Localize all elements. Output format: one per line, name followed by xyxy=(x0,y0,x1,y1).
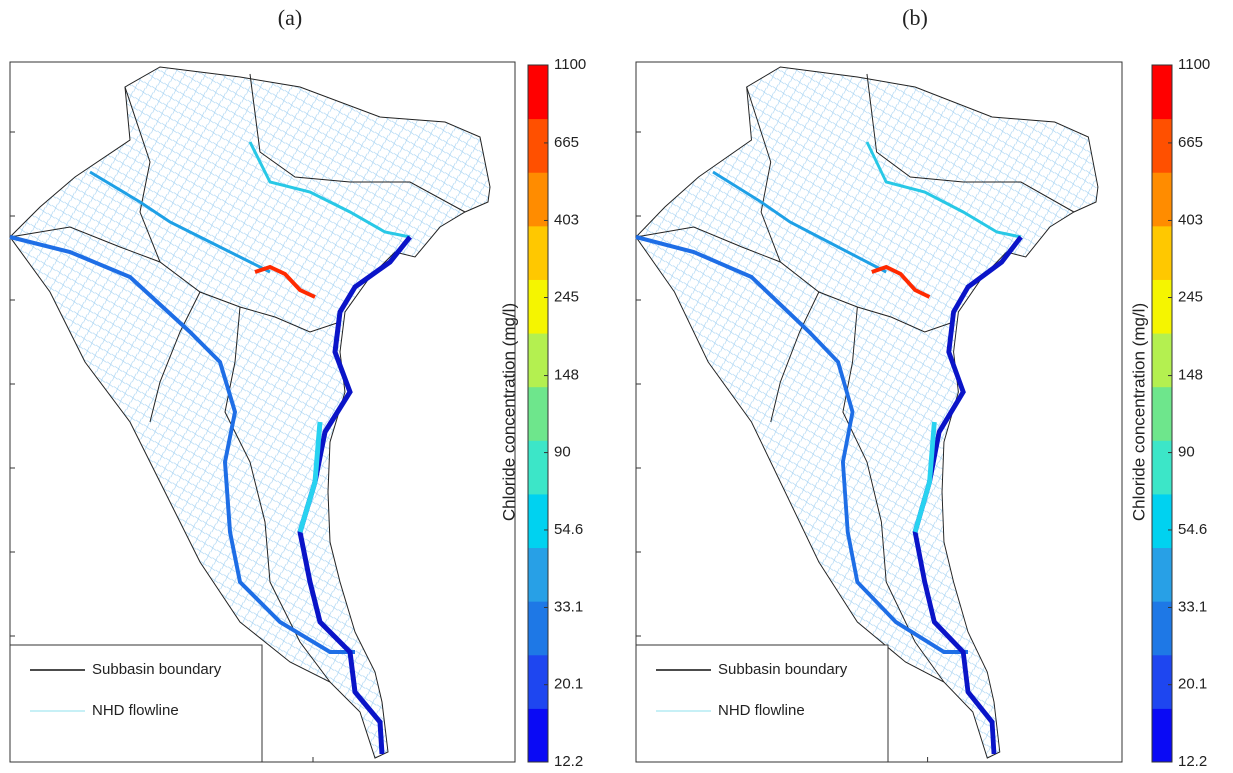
colorbar-band xyxy=(1152,225,1172,280)
colorbar-tick-label: 90 xyxy=(1178,444,1195,461)
colorbar-tick-label: 1100 xyxy=(1178,56,1210,73)
colorbar-tick-label: 20.1 xyxy=(1178,676,1207,693)
colorbar-frame xyxy=(527,64,549,763)
colorbar-band xyxy=(528,118,548,173)
colorbar-band xyxy=(1152,654,1172,709)
colorbar-band xyxy=(528,386,548,441)
colorbar-tick-label: 245 xyxy=(1178,288,1203,305)
legend-box xyxy=(9,644,263,763)
colorbar-frame xyxy=(1151,64,1173,763)
colorbar-tick-label: 33.1 xyxy=(1178,598,1207,615)
colorbar-band xyxy=(1152,708,1172,763)
colorbar-band xyxy=(528,493,548,549)
colorbar-band xyxy=(1152,118,1172,173)
colorbar-label: Chloride concentration (mg/l) xyxy=(499,303,518,521)
colorbar-band xyxy=(528,172,548,227)
colorbar-band xyxy=(528,547,548,602)
colorbar-band xyxy=(528,279,548,334)
colorbar-band xyxy=(1152,279,1172,334)
colorbar-band xyxy=(1152,386,1172,441)
colorbar-band xyxy=(528,708,548,763)
colorbar-band xyxy=(528,65,548,120)
panel-label: (a) xyxy=(278,5,302,30)
colorbar-band xyxy=(528,333,548,388)
colorbar-band xyxy=(1152,333,1172,388)
colorbar-tick-label: 1100 xyxy=(554,56,586,73)
colorbar-tick-label: 665 xyxy=(1178,134,1203,151)
colorbar-band xyxy=(1152,172,1172,227)
colorbar-tick-label: 403 xyxy=(1178,211,1203,228)
colorbar-tick-label: 33.1 xyxy=(554,598,583,615)
colorbar-band xyxy=(1152,547,1172,602)
colorbar-tick-label: 245 xyxy=(554,288,579,305)
colorbar-band xyxy=(1152,493,1172,549)
legend-label: Subbasin boundary xyxy=(92,661,222,678)
panel-label: (b) xyxy=(902,5,928,30)
colorbar-tick-label: 12.2 xyxy=(554,753,583,770)
panels: (a) Subbasin boundary NHD flowline 12.2 20.1… xyxy=(10,5,1210,770)
legend-label: Subbasin boundary xyxy=(718,661,848,678)
colorbar-band xyxy=(1152,65,1172,120)
panel: (b) Subbasin boundary NHD flowline 12.2 20.1… xyxy=(636,5,1210,770)
colorbar-tick-label: 12.2 xyxy=(1178,753,1207,770)
colorbar-tick-label: 665 xyxy=(554,134,579,151)
colorbar-band xyxy=(1152,440,1172,495)
colorbar-tick-label: 403 xyxy=(554,211,579,228)
colorbar-tick-label: 90 xyxy=(554,444,571,461)
legend-box xyxy=(635,644,889,763)
colorbar-tick-label: 148 xyxy=(554,367,579,384)
colorbar-band xyxy=(528,440,548,495)
colorbar-tick-label: 54.6 xyxy=(1178,521,1207,538)
legend-label: NHD flowline xyxy=(718,702,805,719)
colorbar-label: Chloride concentration (mg/l) xyxy=(1129,303,1148,521)
colorbar-tick-label: 148 xyxy=(1178,367,1203,384)
colorbar-band xyxy=(1152,601,1172,656)
colorbar-band xyxy=(528,601,548,656)
colorbar-band xyxy=(528,225,548,280)
colorbar-band xyxy=(528,654,548,709)
legend-label: NHD flowline xyxy=(92,702,179,719)
panel: (a) Subbasin boundary NHD flowline 12.2 20.1… xyxy=(10,5,586,770)
colorbar-tick-label: 20.1 xyxy=(554,676,583,693)
colorbar-tick-label: 54.6 xyxy=(554,521,583,538)
